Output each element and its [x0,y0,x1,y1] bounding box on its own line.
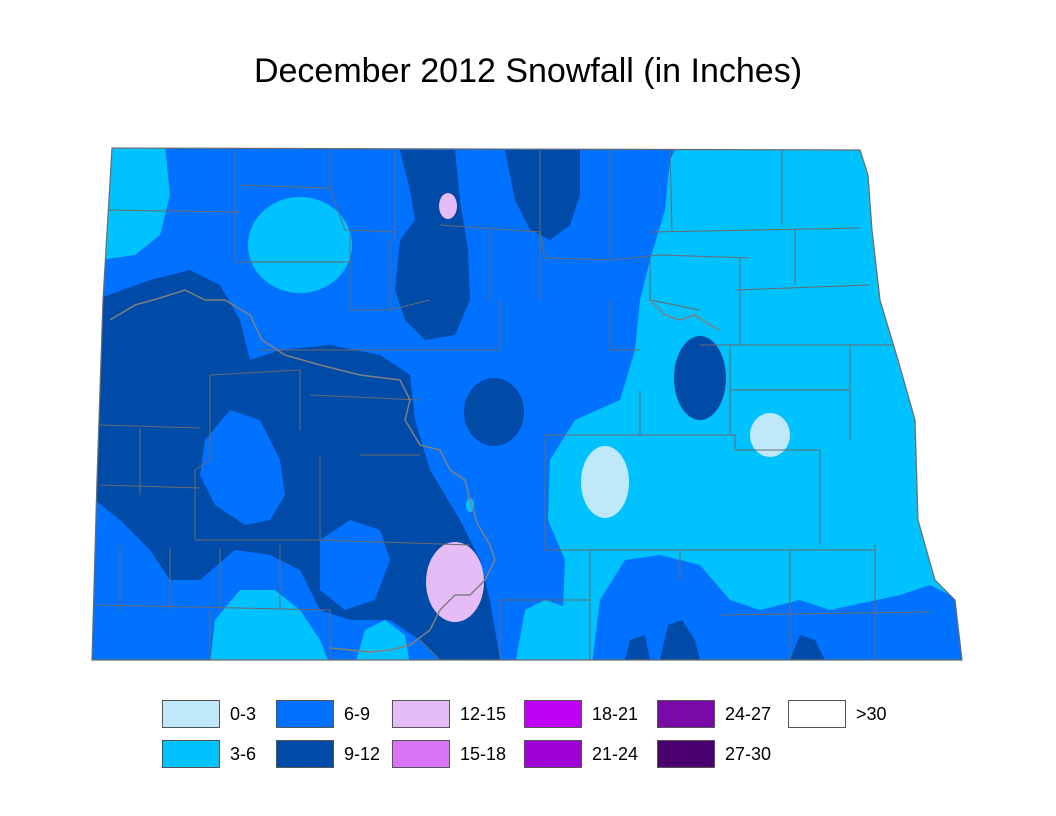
zone-0-3-east [750,413,790,457]
legend-swatch [788,700,846,728]
legend-swatch [657,740,715,768]
zone-9-12-east [674,336,726,420]
legend-swatch [276,740,334,768]
zone-9-12-south-a [625,635,650,660]
zone-12-15-north [439,193,457,219]
zone-9-12-central [464,378,524,446]
map-title: December 2012 Snowfall (in Inches) [253,52,803,90]
zone-9-12-south-b [660,620,700,660]
zone-6-9-southwest-pocket [320,520,390,610]
legend-label: 9-12 [344,744,381,764]
zone-3-6-north-pocket [248,197,352,293]
legend-label: 21-24 [592,744,639,764]
legend-swatch [524,740,582,768]
zone-9-12-north-lobe [335,150,470,340]
zone-9-12-south-c [790,635,825,660]
legend-swatch [392,740,450,768]
legend-label: 15-18 [460,744,507,764]
legend: 0-3 6-9 12-15 18-21 24-27 >30 3-6 9-12 1… [162,700,922,780]
zone-3-6-east [548,148,962,660]
legend-swatch [162,700,220,728]
legend-swatch [524,700,582,728]
zone-12-15-south [426,542,484,622]
zone-9-12-north-east-lobe [505,150,580,240]
legend-label: 6-9 [344,704,371,724]
legend-label: 27-30 [725,744,772,764]
legend-swatch [276,700,334,728]
legend-label: 3-6 [230,744,257,764]
county-borders [94,149,931,660]
legend-swatch [392,700,450,728]
zone-3-6-south-center [515,600,585,660]
zone-9-12-west [95,270,500,660]
legend-swatch [657,700,715,728]
legend-swatch [162,740,220,768]
snowfall-zones [92,148,962,660]
zone-0-3-center [581,446,629,518]
zone-6-9-west-pocket [200,410,285,525]
zone-3-6-south-mid [355,620,410,660]
zone-3-6-south-west [210,590,330,660]
legend-label: 0-3 [230,704,257,724]
legend-label: >30 [856,704,887,724]
legend-label: 18-21 [592,704,639,724]
legend-label: 12-15 [460,704,507,724]
state-outline [91,147,963,661]
rivers [109,289,721,653]
legend-label: 24-27 [725,704,772,724]
zone-3-6-northwest [100,148,170,260]
